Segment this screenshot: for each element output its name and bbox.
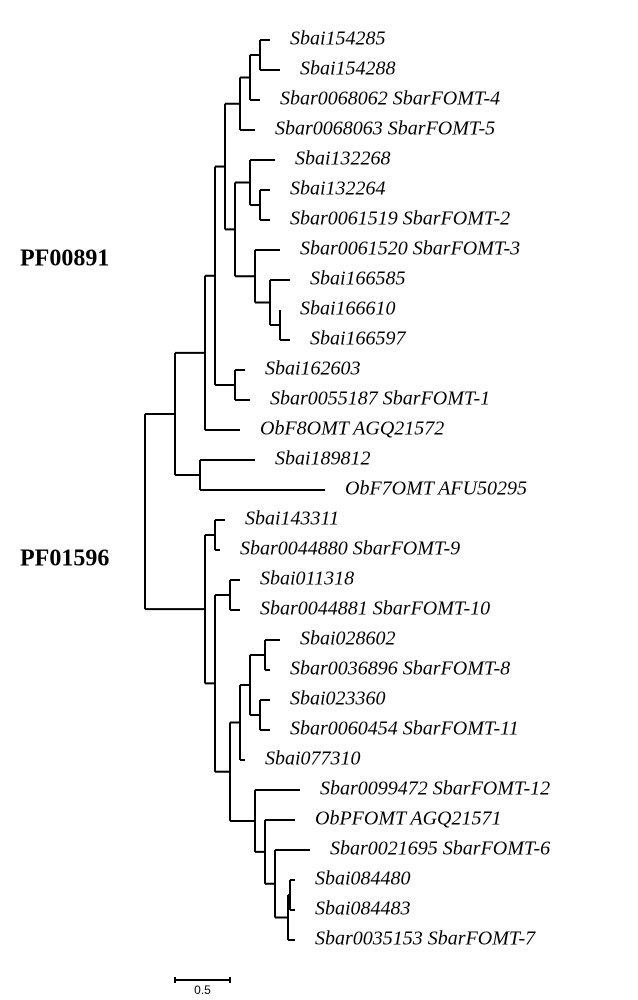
leaf-l13: Sbar0055187 SbarFOMT-1 (270, 388, 490, 410)
leaf-l6: Sbai132264 (290, 178, 386, 200)
leaf-l17: Sbai143311 (245, 508, 339, 530)
leaf-l25: Sbai077310 (265, 748, 361, 770)
leaf-l27: ObPFOMT AGQ21571 (315, 808, 501, 830)
phylogenetic-tree: Sbai154285 Sbai154288 Sbar0068062 SbarFOMT… (0, 0, 638, 1000)
scale-bar-label: 0.5 (194, 983, 211, 997)
leaf-l26: Sbar0099472 SbarFOMT-12 (320, 778, 550, 800)
leaf-l18: Sbar0044880 SbarFOMT-9 (240, 538, 460, 560)
clade-PF01596: PF01596 (20, 546, 109, 572)
leaf-l20: Sbar0044881 SbarFOMT-10 (260, 598, 490, 620)
leaf-l14: ObF8OMT AGQ21572 (260, 418, 444, 440)
leaf-l30: Sbai084483 (315, 898, 411, 920)
clade-PF00891: PF00891 (20, 246, 109, 272)
leaf-l19: Sbai011318 (260, 568, 354, 590)
leaf-l2: Sbai154288 (300, 58, 396, 80)
leaf-l10: Sbai166610 (300, 298, 396, 320)
leaf-l22: Sbar0036896 SbarFOMT-8 (290, 658, 510, 680)
leaf-l11: Sbai166597 (310, 328, 407, 350)
leaf-l21: Sbai028602 (300, 628, 396, 650)
leaf-l12: Sbai162603 (265, 358, 361, 380)
leaf-l24: Sbar0060454 SbarFOMT-11 (290, 718, 519, 740)
leaf-l5: Sbai132268 (295, 148, 391, 170)
leaf-l8: Sbar0061520 SbarFOMT-3 (300, 238, 520, 260)
leaf-l15: Sbai189812 (275, 448, 371, 470)
leaf-l4: Sbar0068063 SbarFOMT-5 (275, 118, 495, 140)
leaf-l16: ObF7OMT AFU50295 (345, 478, 527, 500)
leaf-l9: Sbai166585 (310, 268, 406, 290)
leaf-l29: Sbai084480 (315, 868, 411, 890)
leaf-l1: Sbai154285 (290, 28, 386, 50)
leaf-l28: Sbar0021695 SbarFOMT-6 (330, 838, 550, 860)
leaf-l23: Sbai023360 (290, 688, 386, 710)
leaf-l31: Sbar0035153 SbarFOMT-7 (315, 928, 536, 950)
leaf-l7: Sbar0061519 SbarFOMT-2 (290, 208, 510, 230)
leaf-l3: Sbar0068062 SbarFOMT-4 (280, 88, 500, 110)
